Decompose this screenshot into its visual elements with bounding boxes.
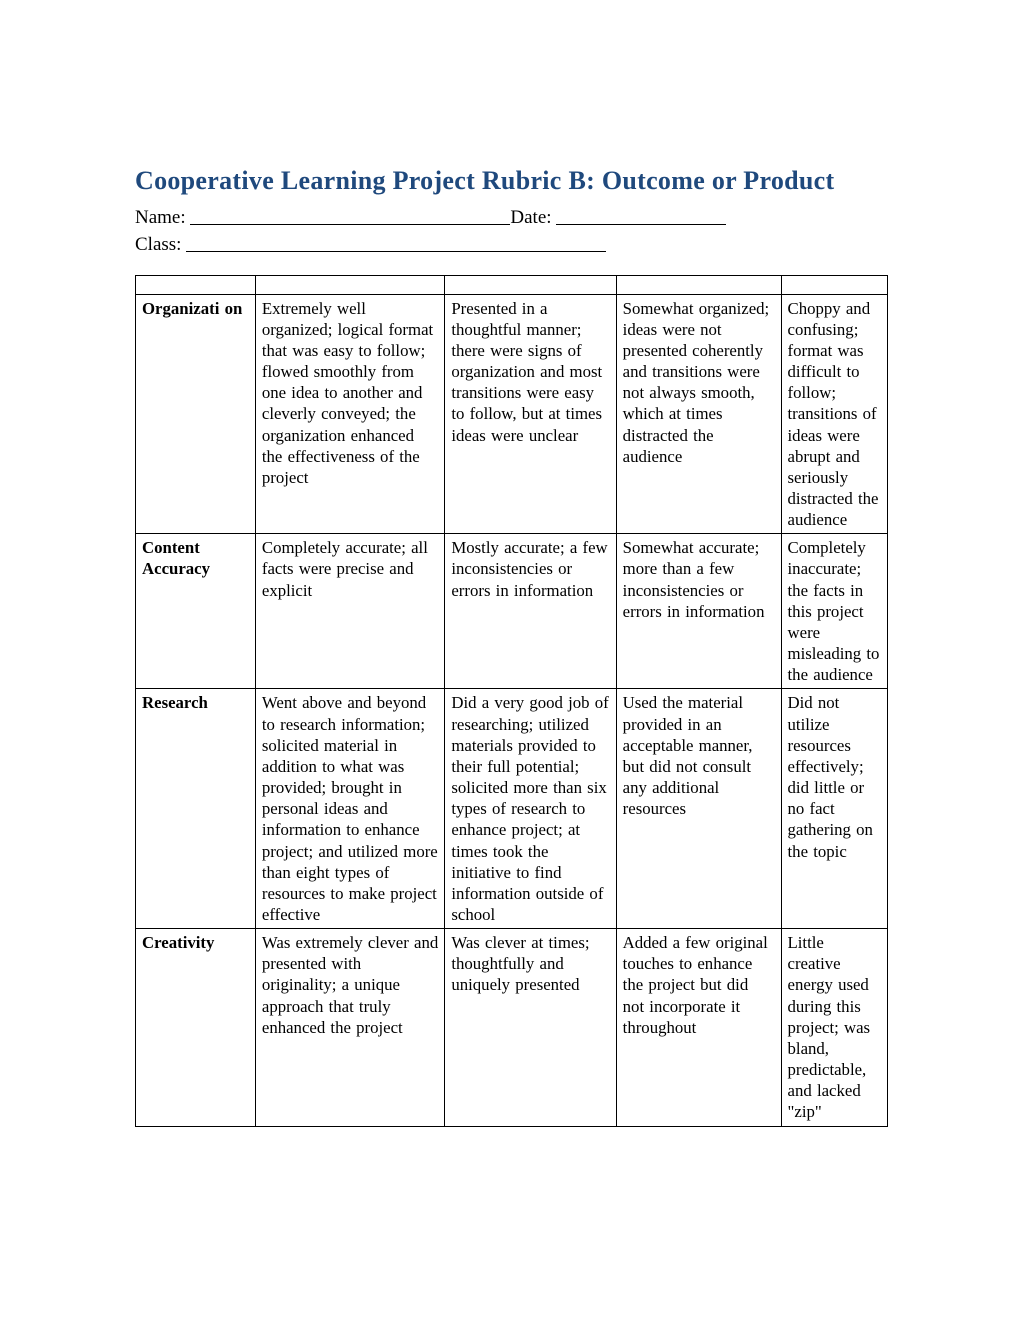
header-cell xyxy=(136,275,256,294)
table-row: Creativity Was extremely clever and pres… xyxy=(136,929,888,1126)
cell: Did a very good job of researching; util… xyxy=(445,689,616,929)
header-cell xyxy=(255,275,444,294)
cell: Used the material provided in an accepta… xyxy=(616,689,781,929)
cell: Added a few original touches to enhance … xyxy=(616,929,781,1126)
page: Cooperative Learning Project Rubric B: O… xyxy=(0,0,1020,1320)
cell: Little creative energy used during this … xyxy=(781,929,887,1126)
page-title: Cooperative Learning Project Rubric B: O… xyxy=(135,165,920,198)
cell: Somewhat organized; ideas were not prese… xyxy=(616,294,781,534)
cell: Was clever at times; thoughtfully and un… xyxy=(445,929,616,1126)
row-label: Creativity xyxy=(136,929,256,1126)
cell: Presented in a thoughtful manner; there … xyxy=(445,294,616,534)
cell: Completely accurate; all facts were prec… xyxy=(255,534,444,689)
name-label: Name: xyxy=(135,204,190,232)
date-blank[interactable] xyxy=(556,206,726,225)
cell: Went above and beyond to research inform… xyxy=(255,689,444,929)
meta-block: Name: Date: Class: xyxy=(135,204,920,259)
cell: Completely inaccurate; the facts in this… xyxy=(781,534,887,689)
header-cell xyxy=(781,275,887,294)
rubric-table: Organizati on Extremely well organized; … xyxy=(135,275,888,1127)
header-cell xyxy=(616,275,781,294)
meta-row-2: Class: xyxy=(135,231,920,259)
date-label: Date: xyxy=(510,204,556,232)
cell: Extremely well organized; logical format… xyxy=(255,294,444,534)
table-row: Organizati on Extremely well organized; … xyxy=(136,294,888,534)
name-blank[interactable] xyxy=(190,206,510,225)
table-row: Content Accuracy Completely accurate; al… xyxy=(136,534,888,689)
meta-row-1: Name: Date: xyxy=(135,204,920,232)
cell: Did not utilize resources effectively; d… xyxy=(781,689,887,929)
table-row: Research Went above and beyond to resear… xyxy=(136,689,888,929)
row-label: Content Accuracy xyxy=(136,534,256,689)
header-cell xyxy=(445,275,616,294)
cell: Mostly accurate; a few inconsistencies o… xyxy=(445,534,616,689)
class-label: Class: xyxy=(135,231,186,259)
cell: Choppy and confusing; format was difficu… xyxy=(781,294,887,534)
cell: Was extremely clever and presented with … xyxy=(255,929,444,1126)
row-label: Organizati on xyxy=(136,294,256,534)
cell: Somewhat accurate; more than a few incon… xyxy=(616,534,781,689)
class-blank[interactable] xyxy=(186,233,606,252)
table-header-row xyxy=(136,275,888,294)
row-label: Research xyxy=(136,689,256,929)
